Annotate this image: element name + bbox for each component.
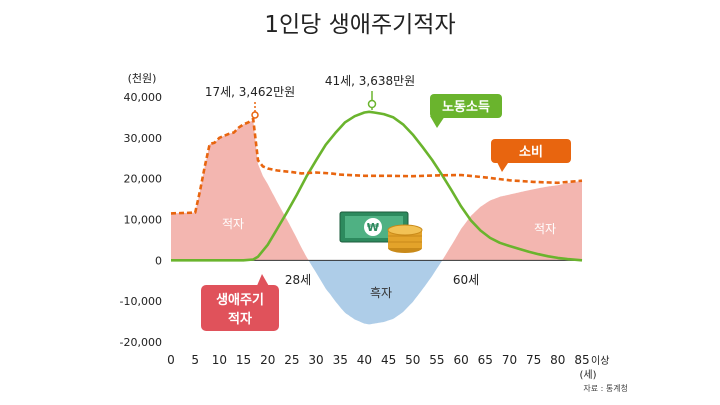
x-axis-unit: (세) bbox=[579, 369, 596, 381]
peak-income-marker bbox=[367, 99, 377, 109]
peak-consumption-marker bbox=[251, 111, 259, 119]
consumption-callout-label: 소비 bbox=[519, 145, 543, 160]
deficit-area bbox=[171, 119, 582, 261]
x-tick-label: 0 bbox=[167, 353, 175, 367]
x-tick-label: 20 bbox=[260, 353, 275, 367]
x-tick-label: 60 bbox=[453, 353, 468, 367]
income-callout-label: 노동소득 bbox=[442, 100, 490, 115]
y-tick-label: -10,000 bbox=[120, 295, 162, 308]
crossing-label-60: 60세 bbox=[453, 273, 479, 287]
source-note: 자료 : 통계청 bbox=[583, 383, 628, 393]
x-tick-label: 55 bbox=[429, 353, 444, 367]
x-tick-label: 15 bbox=[236, 353, 251, 367]
y-tick-label: -20,000 bbox=[120, 336, 162, 349]
x-tick-label: 25 bbox=[284, 353, 299, 367]
money-icon: ₩ bbox=[339, 211, 423, 253]
chart-title: 1인당 생애주기적자 bbox=[264, 12, 455, 38]
x-tick-label: 10 bbox=[212, 353, 227, 367]
y-axis-unit: (천원) bbox=[128, 71, 157, 85]
consumption-line bbox=[170, 117, 583, 215]
chart-series-lines bbox=[170, 110, 583, 262]
y-tick-label: 20,000 bbox=[124, 173, 163, 186]
y-tick-label: 10,000 bbox=[124, 214, 163, 227]
x-tick-suffix: 이상 bbox=[591, 355, 609, 367]
y-tick-label: 40,000 bbox=[124, 91, 163, 104]
x-tick-label: 45 bbox=[381, 353, 396, 367]
svg-text:₩: ₩ bbox=[367, 221, 379, 234]
x-tick-label: 70 bbox=[502, 353, 517, 367]
chart-axes: 40,000 30,000 20,000 10,000 0 -10,000 -20,000 0… bbox=[120, 91, 610, 367]
consumption-callout: 소비 bbox=[491, 139, 571, 172]
lifecycle-deficit-callout: 생애주기 적자 bbox=[201, 274, 279, 331]
x-tick-label: 40 bbox=[357, 353, 372, 367]
income-callout: 노동소득 bbox=[430, 94, 502, 128]
surplus-label: 흑자 bbox=[370, 286, 392, 300]
x-tick-label: 50 bbox=[405, 353, 420, 367]
x-tick-label: 80 bbox=[550, 353, 565, 367]
x-tick-label: 5 bbox=[191, 353, 199, 367]
deficit-label-right: 적자 bbox=[534, 222, 556, 236]
x-tick-label: 35 bbox=[333, 353, 348, 367]
lifecycle-callout-line1: 생애주기 bbox=[216, 292, 264, 308]
lifecycle-callout-line2: 적자 bbox=[228, 311, 252, 327]
peak-consumption-label: 17세, 3,462만원 bbox=[205, 85, 295, 99]
crossing-label-28: 28세 bbox=[285, 273, 311, 287]
x-tick-label: 85 bbox=[574, 353, 589, 367]
chart-area-fills bbox=[171, 119, 582, 325]
x-tick-label: 75 bbox=[526, 353, 541, 367]
y-tick-label: 0 bbox=[155, 254, 162, 267]
x-tick-label: 30 bbox=[308, 353, 323, 367]
y-tick-label: 30,000 bbox=[124, 132, 163, 145]
peak-income-label: 41세, 3,638만원 bbox=[325, 74, 415, 88]
x-tick-label: 65 bbox=[478, 353, 493, 367]
income-line bbox=[171, 110, 583, 262]
surplus-area bbox=[171, 260, 582, 325]
deficit-label-left: 적자 bbox=[222, 217, 244, 231]
